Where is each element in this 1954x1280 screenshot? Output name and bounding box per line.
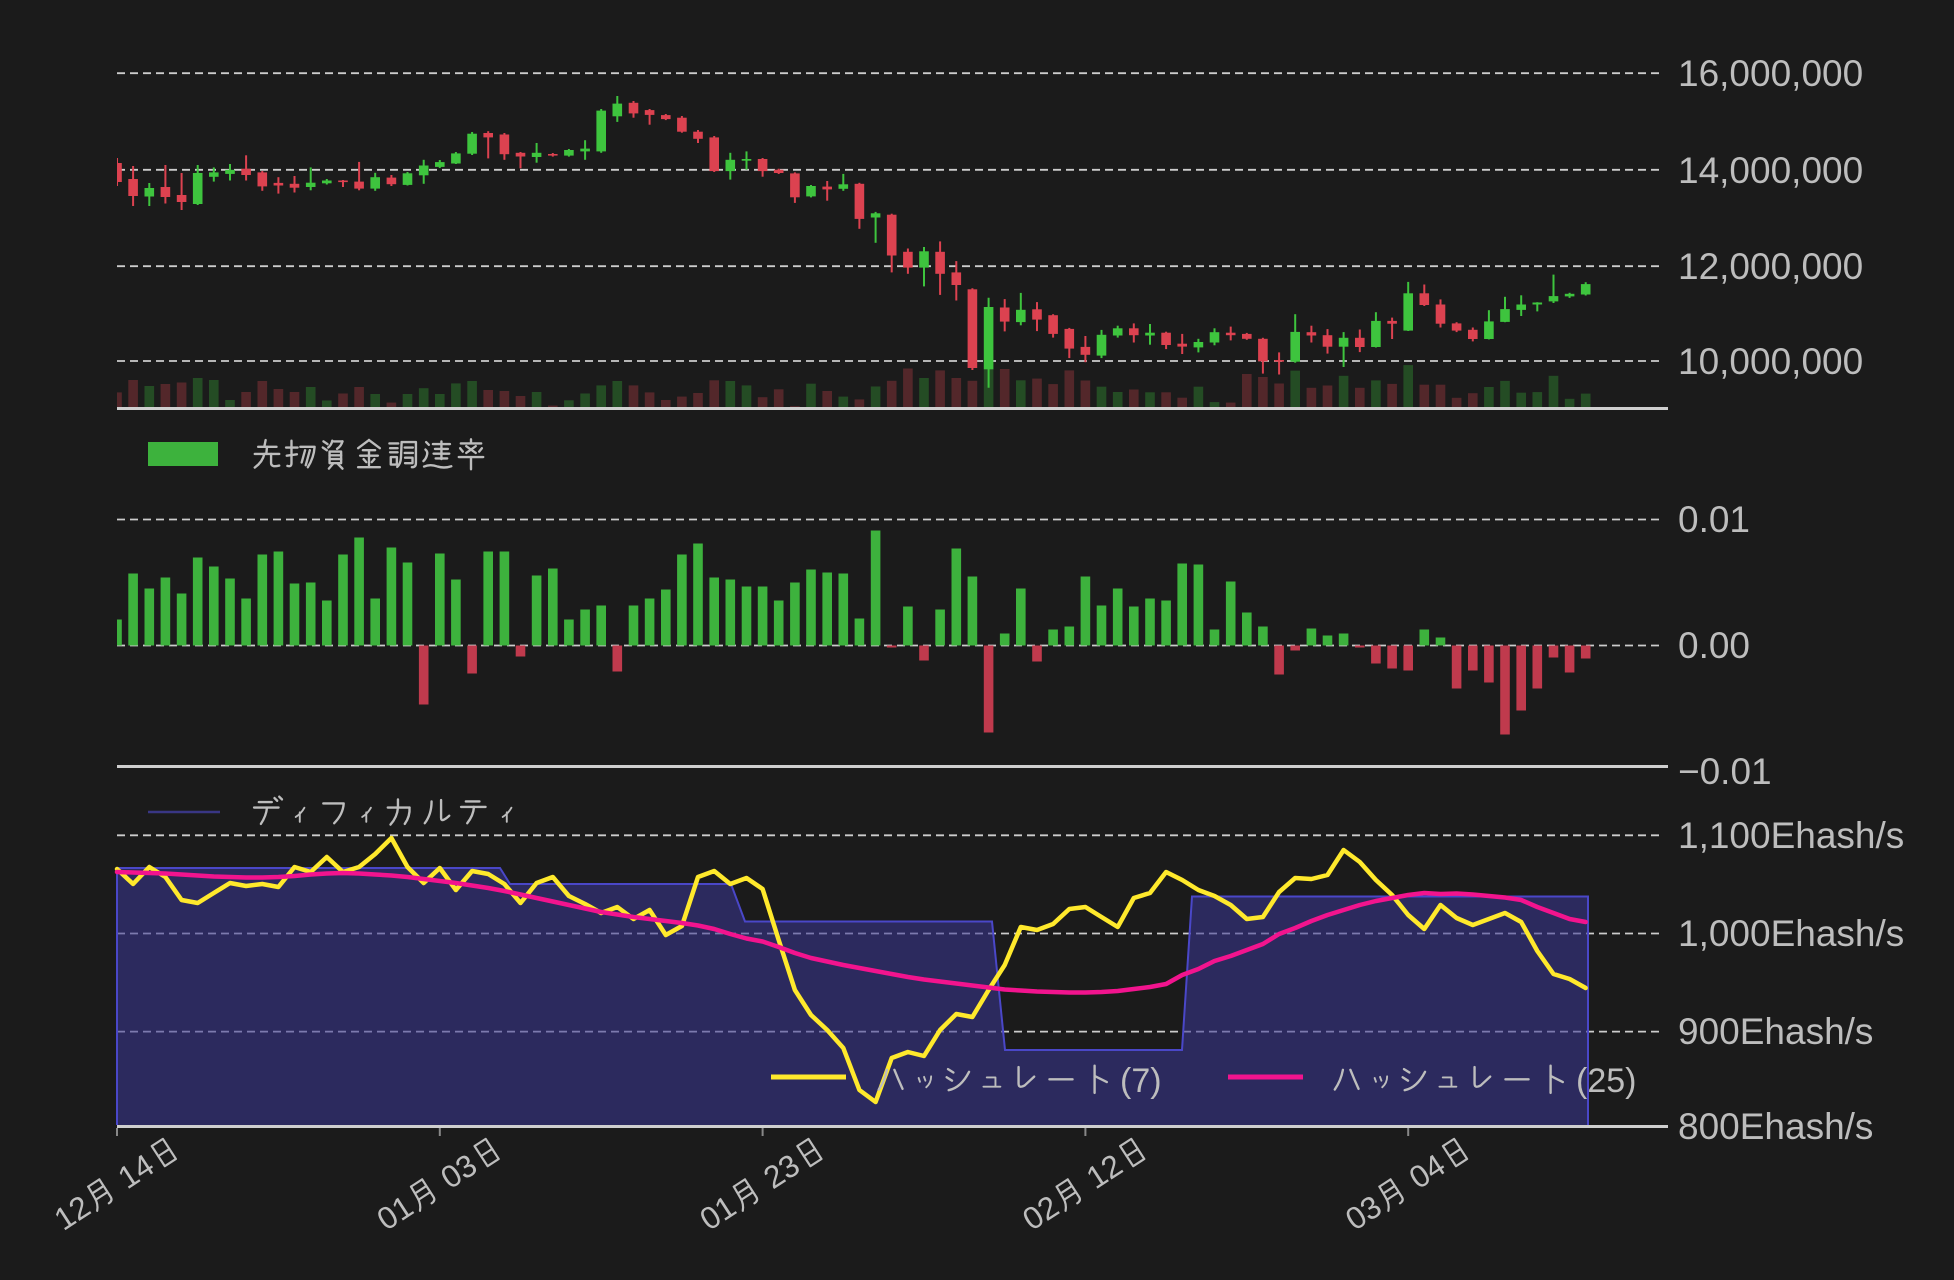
- svg-text:10,000,000: 10,000,000: [1678, 341, 1863, 382]
- svg-text:900Ehash/s: 900Ehash/s: [1678, 1011, 1873, 1052]
- svg-text:−0.01: −0.01: [1678, 751, 1772, 792]
- svg-text:1,100Ehash/s: 1,100Ehash/s: [1678, 815, 1904, 856]
- svg-text:(25): (25): [1576, 1062, 1636, 1100]
- svg-text:800Ehash/s: 800Ehash/s: [1678, 1106, 1873, 1147]
- svg-text:0.00: 0.00: [1678, 625, 1750, 666]
- svg-text:(7): (7): [1120, 1062, 1162, 1100]
- svg-text:0.01: 0.01: [1678, 499, 1750, 540]
- svg-text:1,000Ehash/s: 1,000Ehash/s: [1678, 913, 1904, 954]
- svg-text:14,000,000: 14,000,000: [1678, 150, 1863, 191]
- svg-text:12,000,000: 12,000,000: [1678, 246, 1863, 287]
- svg-text:16,000,000: 16,000,000: [1678, 53, 1863, 94]
